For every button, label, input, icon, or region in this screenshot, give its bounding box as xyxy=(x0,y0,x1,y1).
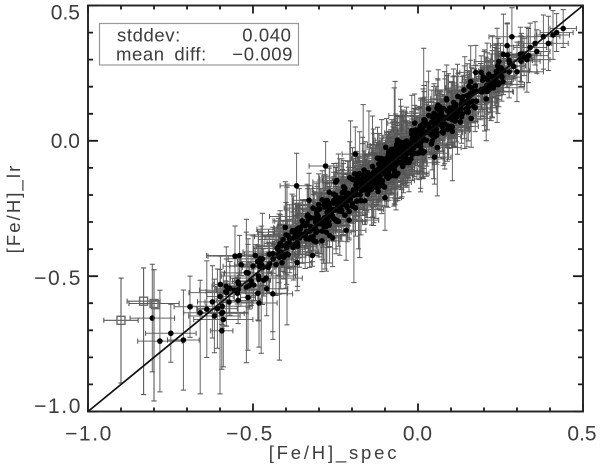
svg-text:−0.5: −0.5 xyxy=(226,422,274,445)
svg-text:0.0: 0.0 xyxy=(51,130,80,153)
svg-text:0.0: 0.0 xyxy=(403,422,432,445)
svg-text:0.040: 0.040 xyxy=(242,25,291,46)
svg-text:−1.0: −1.0 xyxy=(34,395,82,418)
svg-text:0.5: 0.5 xyxy=(567,422,596,445)
svg-text:−0.009: −0.009 xyxy=(232,44,293,65)
svg-text:[Fe/H]_spec: [Fe/H]_spec xyxy=(269,442,400,464)
svg-text:−0.5: −0.5 xyxy=(34,267,82,290)
svg-text:mean diff:: mean diff: xyxy=(116,44,207,65)
svg-text:0.5: 0.5 xyxy=(51,2,80,25)
svg-text:−1.0: −1.0 xyxy=(65,422,113,445)
svg-text:[Fe/H]_lr: [Fe/H]_lr xyxy=(3,164,25,254)
svg-text:stddev:: stddev: xyxy=(117,25,181,46)
